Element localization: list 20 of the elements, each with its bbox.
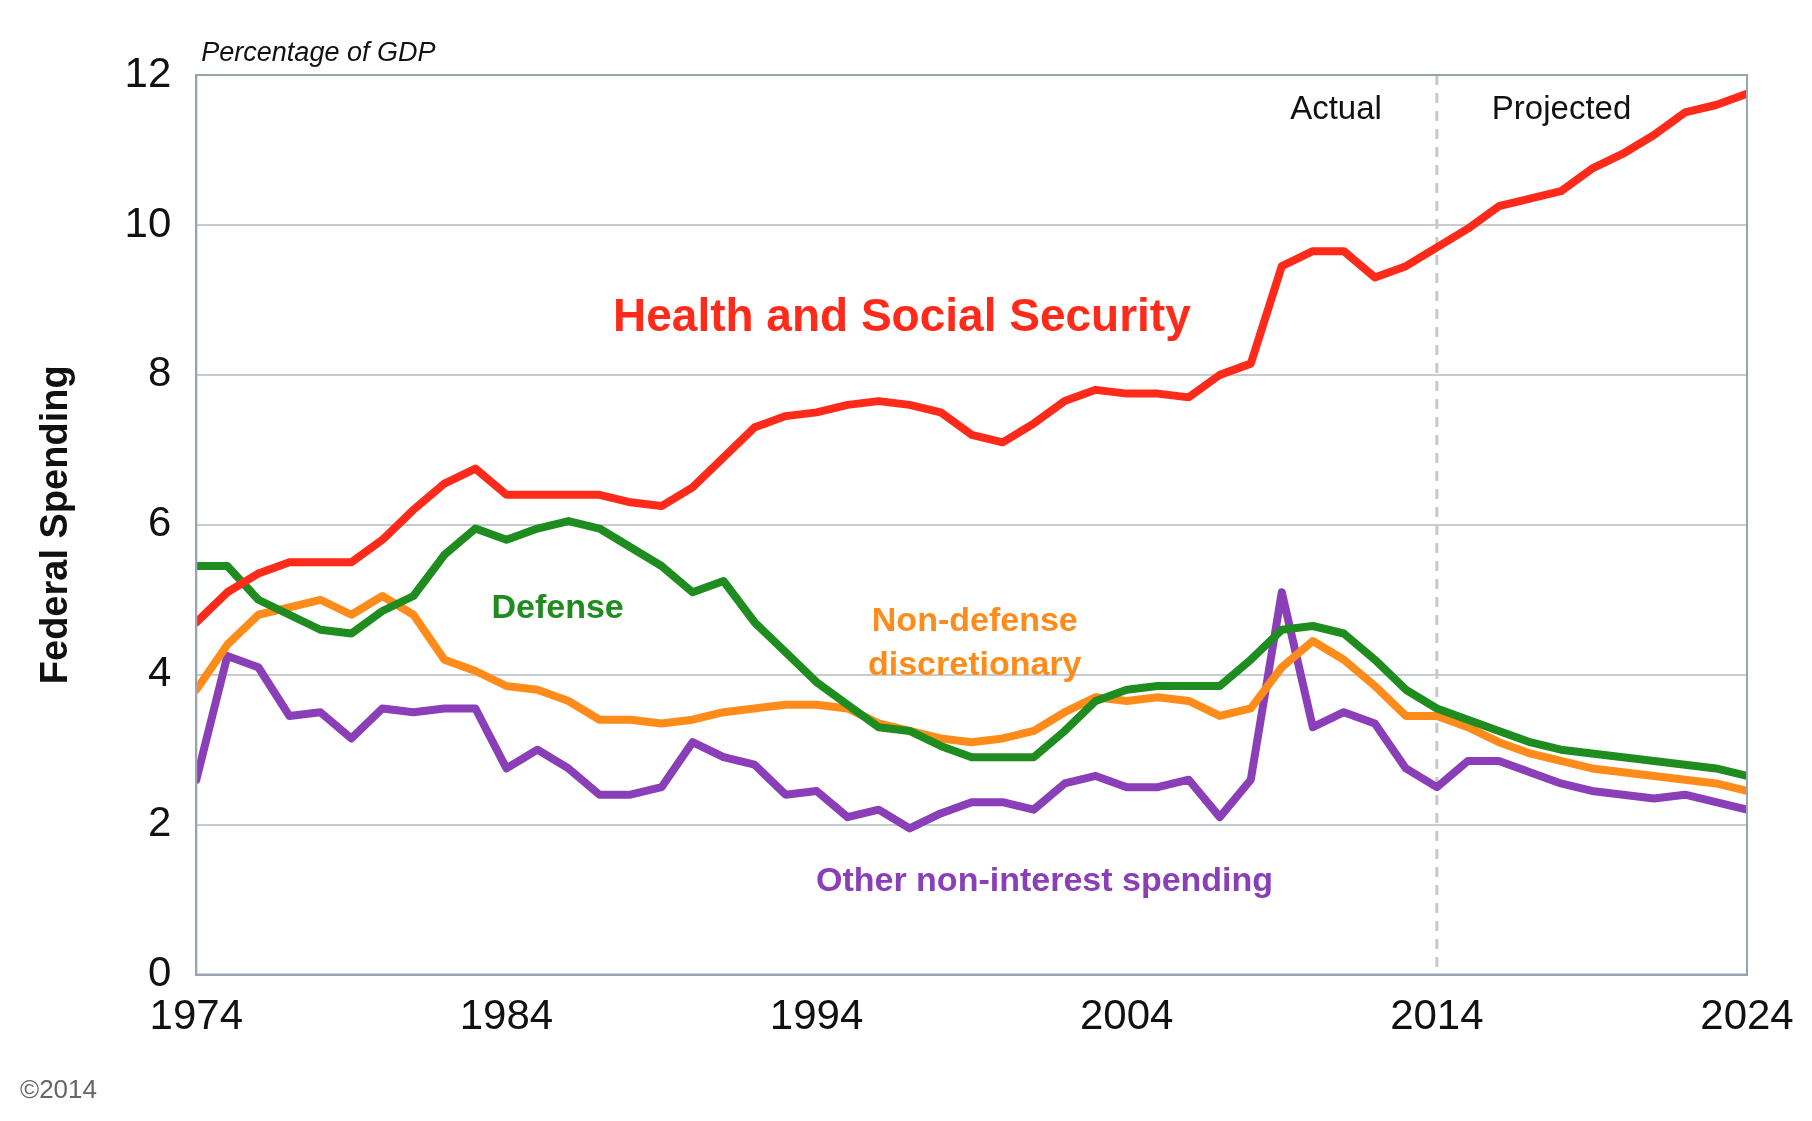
y-tick-label: 4 (147, 648, 172, 696)
y-axis-title: Federal Spending (33, 365, 76, 685)
y-tick-label: 2 (147, 798, 172, 846)
annotation: Actual (1290, 89, 1382, 127)
x-tick-label: 1984 (459, 991, 554, 1039)
series-label: Other non-interest spending (815, 860, 1274, 899)
y-tick-label: 12 (124, 48, 172, 96)
series-label: Non-defense discretionary (867, 599, 1082, 683)
x-tick-label: 2024 (1700, 991, 1794, 1039)
x-tick-label: 1994 (769, 991, 864, 1039)
x-tick-label: 2004 (1080, 991, 1174, 1039)
series-label: Defense (491, 586, 624, 625)
y-tick-label: 8 (147, 348, 172, 396)
x-tick-label: 2014 (1390, 991, 1484, 1039)
y-tick-label: 10 (124, 198, 172, 246)
annotation: Projected (1491, 89, 1632, 127)
text: ©2014 (20, 1074, 97, 1105)
y-tick-label: 6 (147, 498, 172, 546)
chart-subtitle: Percentage of GDP (201, 37, 436, 68)
series-label: Health and Social Security (613, 288, 1192, 341)
